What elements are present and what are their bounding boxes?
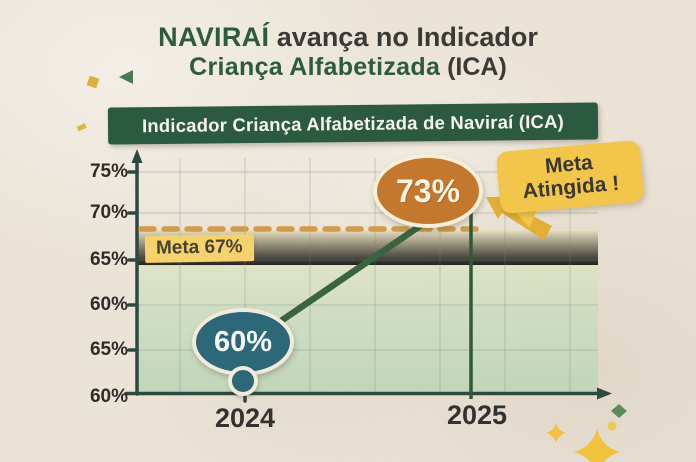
sparkle-star-icon — [574, 429, 620, 462]
goal-achieved-badge: Meta Atingida ! — [495, 139, 645, 215]
value-bubble-2025: 73% — [373, 154, 483, 228]
value-bubble-2024-pointer — [228, 366, 258, 396]
title-indicator: Criança Alfabetizada — [189, 53, 441, 82]
y-tick-70: 70% — [89, 202, 128, 223]
value-2024: 60% — [213, 325, 273, 358]
y-tick-65a: 65% — [89, 249, 128, 270]
chart-title-banner-label: Indicador Criança Alfabetizada de Navira… — [141, 110, 565, 136]
y-tick-65b: 65% — [89, 339, 128, 360]
x-axis-arrowhead — [597, 387, 612, 400]
goal-label: Meta 67% — [144, 234, 254, 263]
value-bubble-2024: 60% — [192, 308, 294, 376]
confetti-chip-icon — [76, 123, 87, 132]
x-tick-2024: 2024 — [214, 403, 276, 433]
y-tick-60b: 60% — [89, 386, 128, 407]
y-tick-60a: 60% — [89, 294, 128, 315]
poster-title: NAVIRAÍ avança no Indicador Criança Alfa… — [0, 22, 696, 82]
chart-title-banner: Indicador Criança Alfabetizada de Navira… — [107, 102, 599, 145]
confetti-decorations — [76, 70, 627, 462]
axes — [124, 159, 601, 403]
confetti-dot-icon — [607, 421, 617, 431]
confetti-diamond-icon — [611, 404, 627, 418]
x-tick-2025: 2025 — [446, 400, 508, 430]
confetti-square-icon — [86, 75, 100, 89]
title-line1: NAVIRAÍ avança no Indicador — [158, 22, 538, 52]
title-city: NAVIRAÍ — [158, 22, 270, 52]
title-line2: Criança Alfabetizada (ICA) — [189, 53, 507, 82]
value-2025: 73% — [395, 172, 461, 209]
y-tick-75: 75% — [89, 161, 128, 182]
sparkle-star-small-icon — [546, 423, 566, 443]
y-axis-arrowhead — [131, 149, 143, 163]
confetti-triangle-icon — [119, 70, 133, 84]
